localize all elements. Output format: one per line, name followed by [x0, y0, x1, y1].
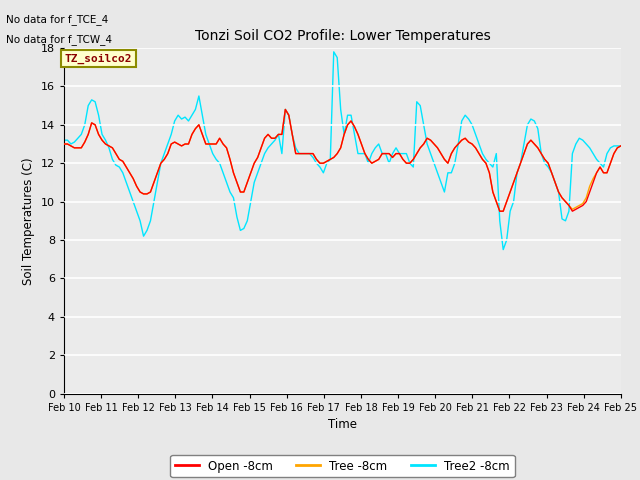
Tree -8cm: [243, 180, 251, 185]
Open -8cm: [109, 145, 116, 151]
Tree -8cm: [509, 180, 517, 185]
Open -8cm: [240, 189, 248, 195]
Bar: [64, 355, 621, 394]
Open -8cm: [513, 170, 521, 176]
Tree2 -8cm: [330, 49, 337, 55]
Tree -8cm: [282, 107, 289, 112]
Open -8cm: [617, 143, 625, 149]
Text: TZ_soilco2: TZ_soilco2: [65, 54, 132, 64]
Tree2 -8cm: [513, 170, 521, 176]
Bar: [64, 317, 621, 355]
Line: Tree2 -8cm: Tree2 -8cm: [64, 52, 621, 250]
Tree -8cm: [496, 208, 504, 214]
Tree -8cm: [430, 141, 438, 147]
Bar: [64, 202, 621, 240]
Open -8cm: [243, 180, 251, 185]
Bar: [64, 278, 621, 317]
Tree -8cm: [617, 143, 625, 149]
Open -8cm: [509, 180, 517, 185]
Line: Tree -8cm: Tree -8cm: [64, 109, 621, 211]
X-axis label: Time: Time: [328, 418, 357, 431]
Bar: [64, 163, 621, 202]
Line: Open -8cm: Open -8cm: [64, 109, 621, 211]
Bar: [64, 240, 621, 278]
Tree -8cm: [240, 189, 248, 195]
Tree -8cm: [513, 170, 521, 176]
Tree2 -8cm: [240, 226, 248, 231]
Tree2 -8cm: [617, 143, 625, 149]
Text: No data for f_TCW_4: No data for f_TCW_4: [6, 34, 113, 45]
Tree -8cm: [60, 141, 68, 147]
Tree2 -8cm: [430, 160, 438, 166]
Tree2 -8cm: [499, 247, 507, 252]
Text: No data for f_TCE_4: No data for f_TCE_4: [6, 14, 109, 25]
Legend: Open -8cm, Tree -8cm, Tree2 -8cm: Open -8cm, Tree -8cm, Tree2 -8cm: [170, 455, 515, 477]
Open -8cm: [282, 107, 289, 112]
Bar: [64, 48, 621, 86]
Bar: [64, 125, 621, 163]
Bar: [64, 86, 621, 125]
Tree2 -8cm: [509, 199, 517, 204]
Y-axis label: Soil Temperatures (C): Soil Temperatures (C): [22, 157, 35, 285]
Tree -8cm: [109, 145, 116, 151]
Tree2 -8cm: [60, 137, 68, 143]
Open -8cm: [60, 141, 68, 147]
Open -8cm: [496, 208, 504, 214]
Tree2 -8cm: [243, 218, 251, 224]
Title: Tonzi Soil CO2 Profile: Lower Temperatures: Tonzi Soil CO2 Profile: Lower Temperatur…: [195, 29, 490, 43]
Open -8cm: [430, 141, 438, 147]
Tree2 -8cm: [109, 156, 116, 162]
